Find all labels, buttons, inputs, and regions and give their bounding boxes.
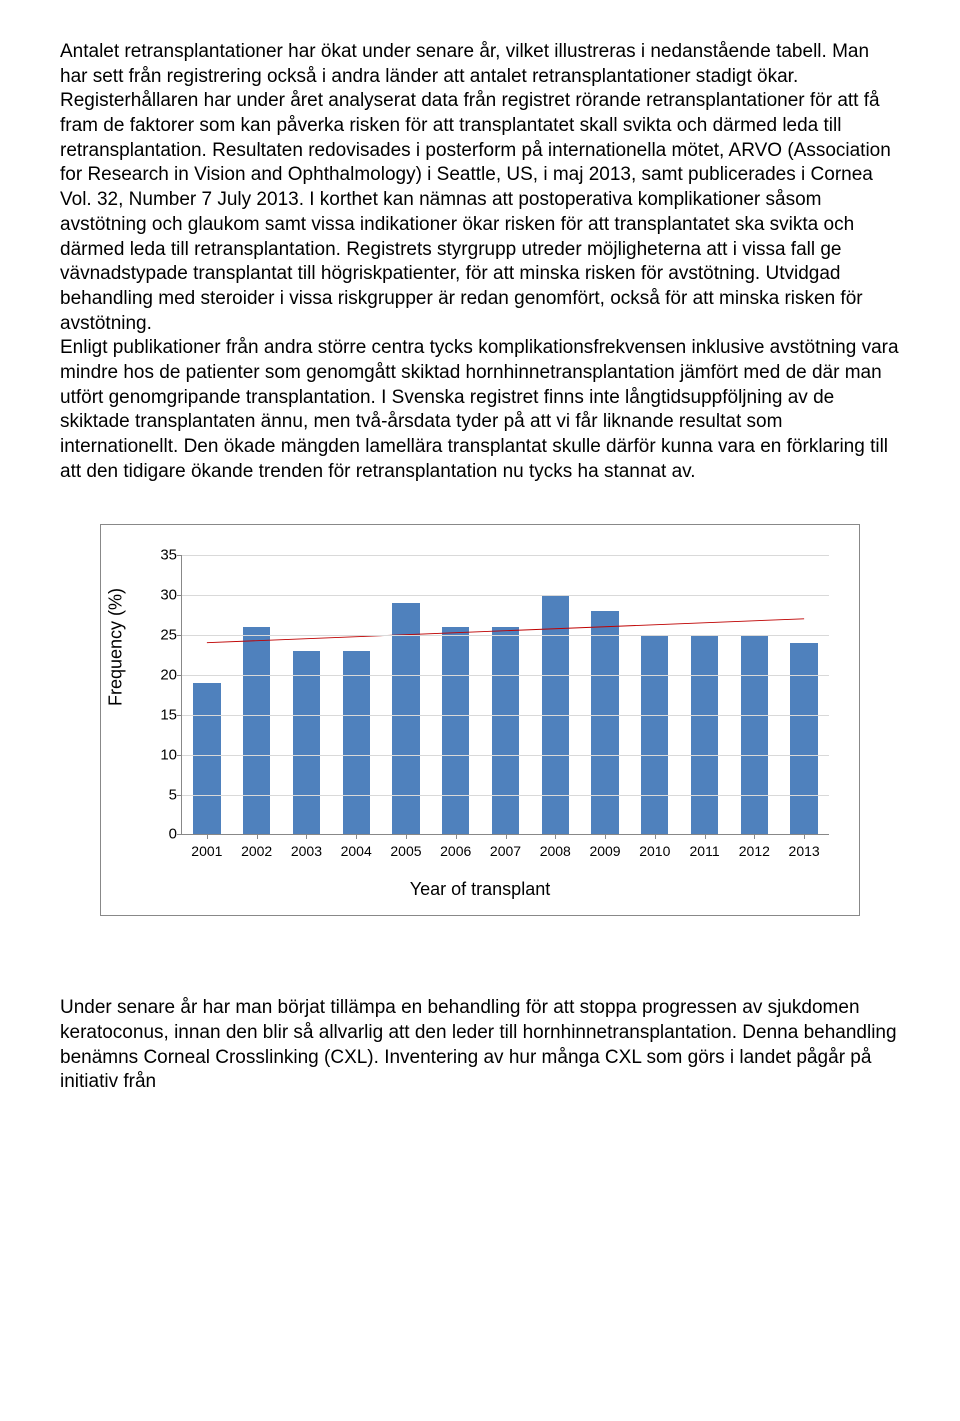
bar — [691, 635, 718, 834]
y-tick-label: 15 — [142, 706, 177, 723]
x-axis-label: Year of transplant — [121, 879, 839, 900]
bar — [741, 635, 768, 834]
y-axis-label: Frequency (%) — [106, 588, 127, 706]
bar — [343, 651, 370, 834]
x-tick-label: 2001 — [191, 843, 222, 859]
x-tick-label: 2013 — [789, 843, 820, 859]
x-tick-label: 2006 — [440, 843, 471, 859]
y-tick-label: 20 — [142, 666, 177, 683]
footer-paragraph: Under senare år har man börjat tillämpa … — [60, 996, 900, 1095]
bar — [193, 683, 220, 834]
y-tick-label: 5 — [142, 786, 177, 803]
bar — [790, 643, 817, 834]
bar — [442, 627, 469, 834]
y-tick-label: 10 — [142, 746, 177, 763]
retransplant-chart: Frequency (%) 05101520253035200120022003… — [100, 524, 860, 916]
x-tick-label: 2011 — [690, 843, 720, 859]
y-tick-label: 35 — [142, 547, 177, 564]
x-tick-label: 2008 — [540, 843, 571, 859]
x-tick-label: 2007 — [490, 843, 521, 859]
x-tick-label: 2004 — [341, 843, 372, 859]
body-paragraph: Antalet retransplantationer har ökat und… — [60, 40, 900, 484]
x-tick-label: 2003 — [291, 843, 322, 859]
y-tick-label: 25 — [142, 627, 177, 644]
y-tick-label: 0 — [142, 826, 177, 843]
bar — [243, 627, 270, 834]
bar — [591, 611, 618, 834]
bar — [293, 651, 320, 834]
x-tick-label: 2002 — [241, 843, 272, 859]
x-tick-label: 2012 — [739, 843, 770, 859]
bar — [492, 627, 519, 834]
y-tick-label: 30 — [142, 587, 177, 604]
plot-area: 0510152025303520012002200320042005200620… — [181, 555, 829, 835]
bar — [641, 635, 668, 834]
x-tick-label: 2005 — [390, 843, 421, 859]
bar — [392, 603, 419, 834]
x-tick-label: 2010 — [639, 843, 670, 859]
x-tick-label: 2009 — [589, 843, 620, 859]
